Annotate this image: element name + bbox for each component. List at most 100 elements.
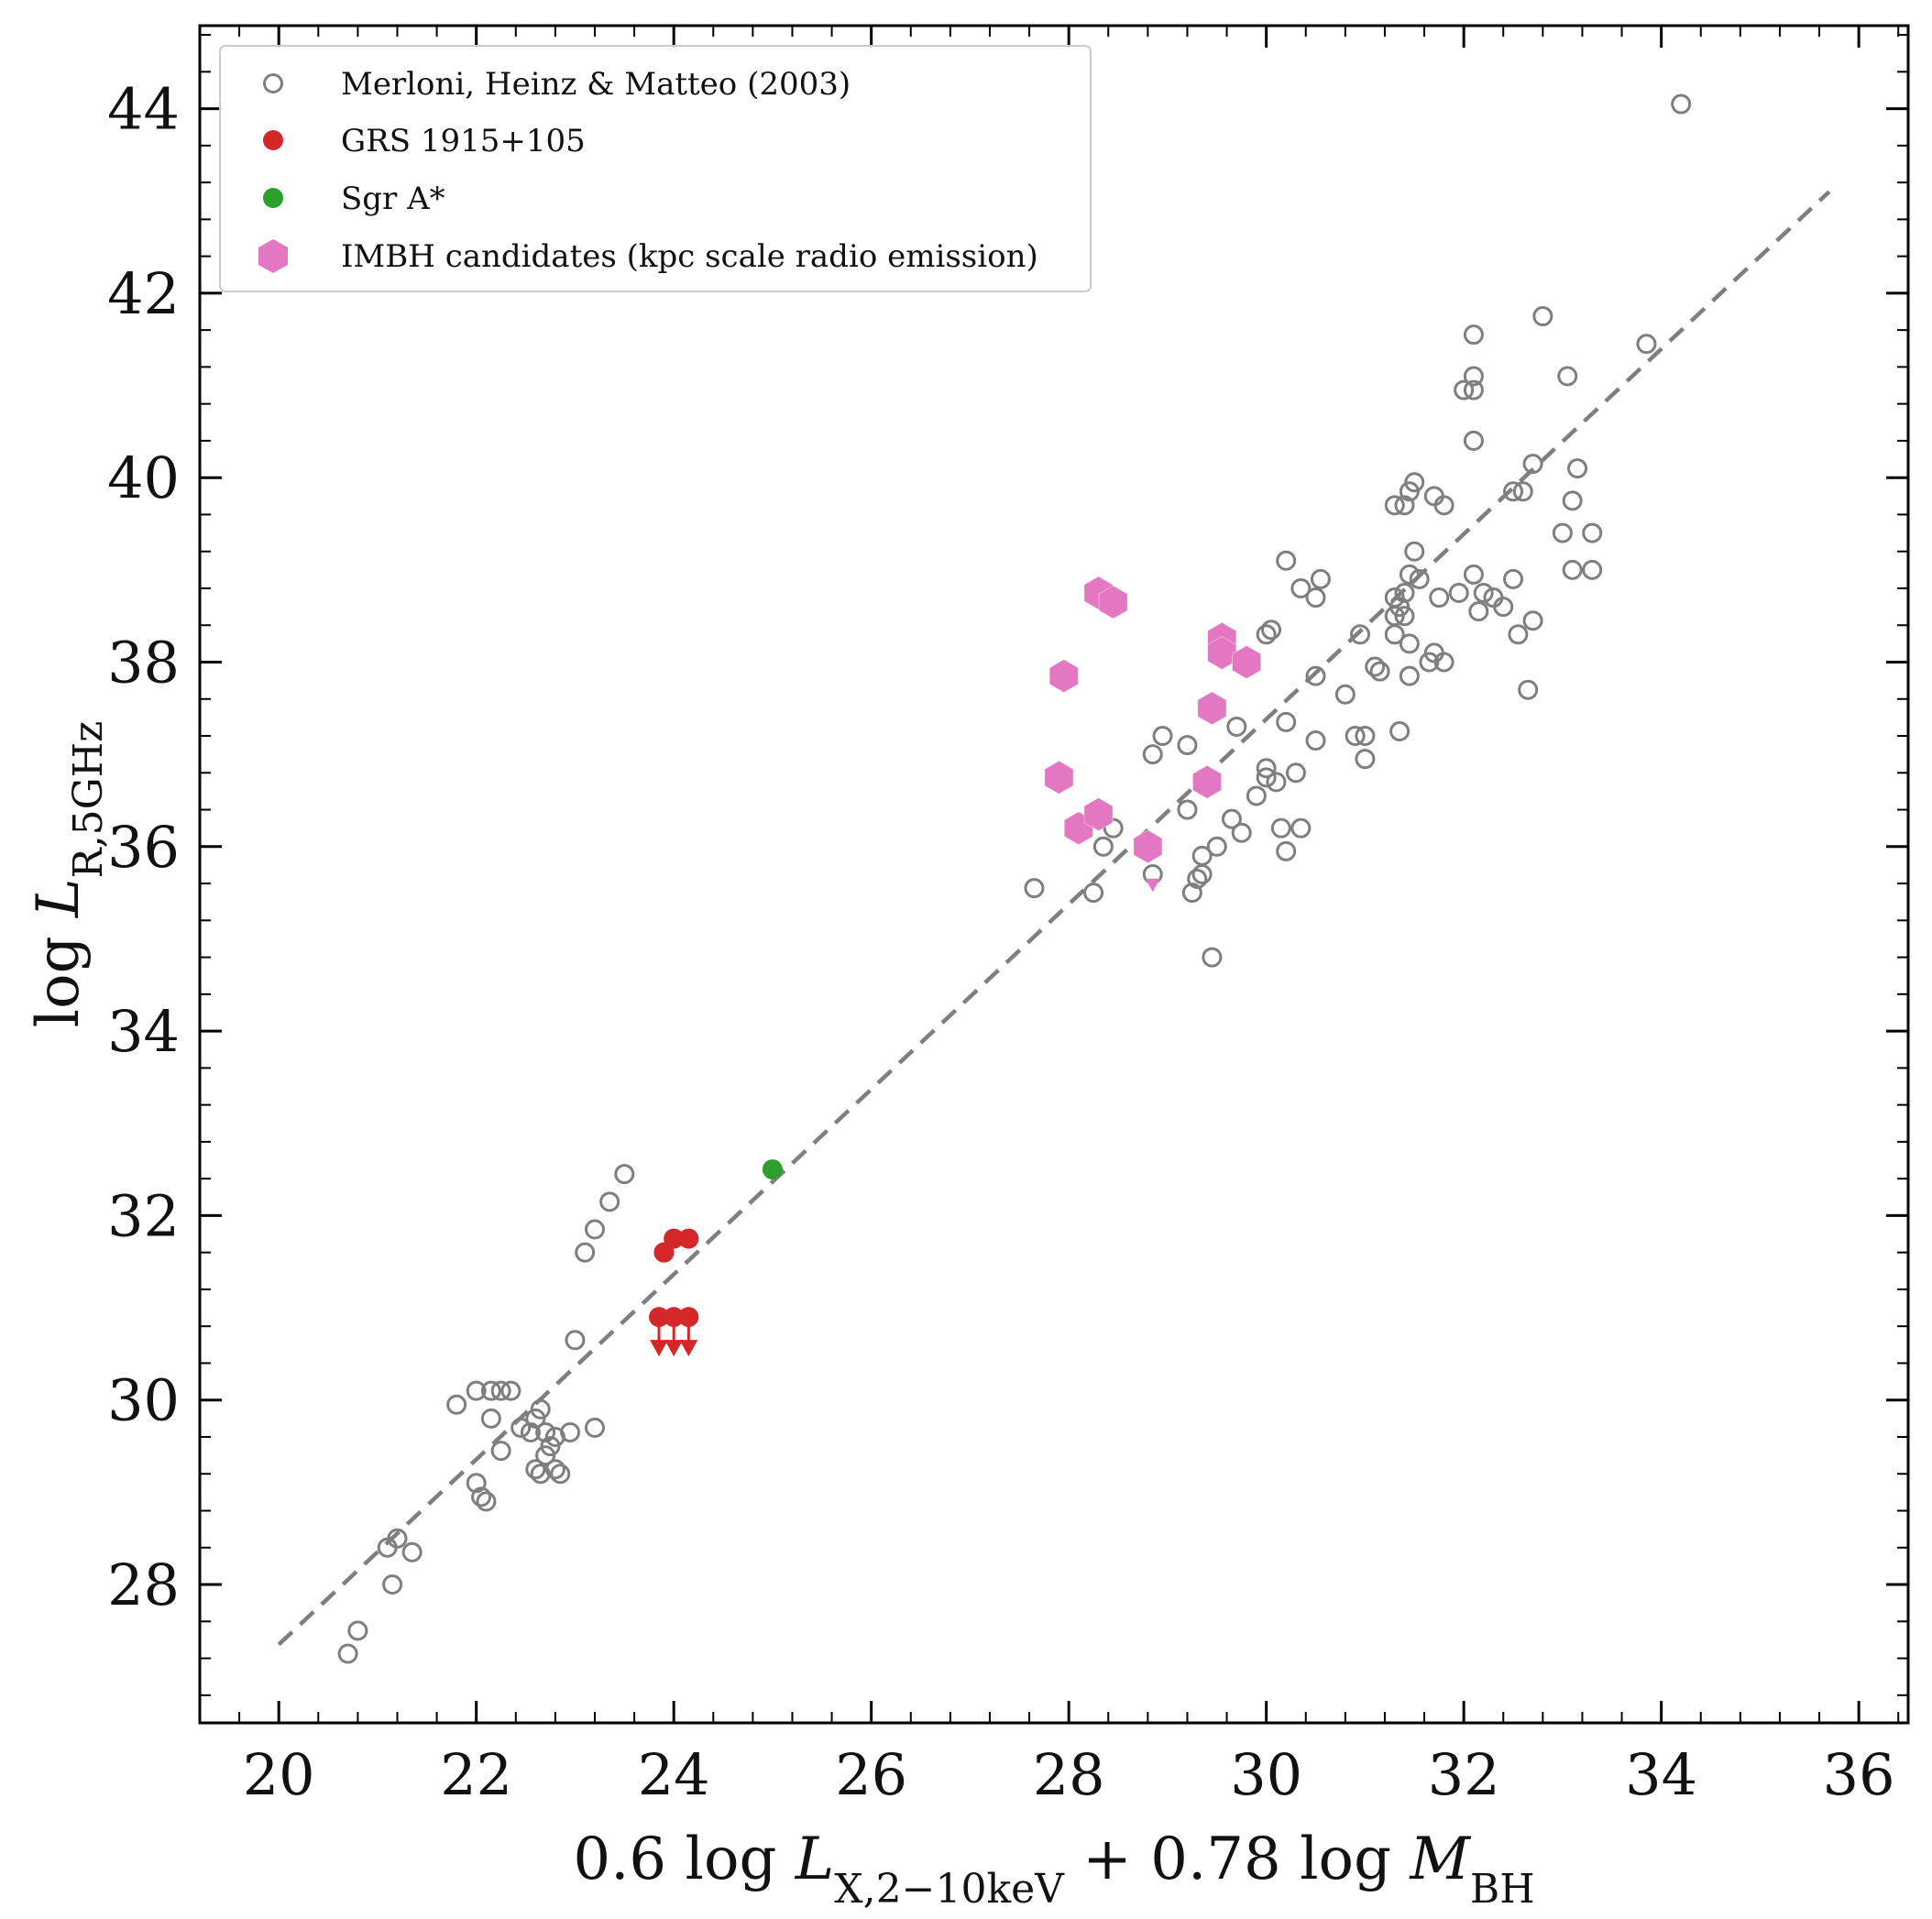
data-point [1508,624,1529,645]
upper-limit-marker [650,1340,669,1357]
x-tick-label: 26 [835,1741,907,1808]
data-point [1191,864,1213,884]
data-point [1290,577,1312,598]
data-point [1389,720,1411,741]
upper-limit-marker [1145,878,1160,893]
x-tick-label: 22 [440,1741,512,1808]
data-point [1384,587,1405,609]
data-point [535,1421,556,1442]
data-point [1246,785,1267,806]
data-point [1181,883,1202,904]
data-point [1463,366,1484,387]
data-point [1044,760,1074,795]
data-point [565,1330,586,1351]
x-tick-label: 28 [1033,1741,1105,1808]
data-point [387,1528,408,1549]
legend-marker-sgra [263,188,283,208]
plot-frame [198,24,1910,1725]
data-point [1285,762,1306,784]
data-point [1518,679,1539,700]
data-point [1103,817,1124,839]
data-point [1305,730,1326,751]
legend-marker-grs [263,130,283,150]
series-2 [762,1159,783,1180]
legend: Merloni, Heinz & Matteo (2003) GRS 1915+… [219,45,1092,292]
data-point [1276,550,1297,571]
data-point [1582,559,1603,580]
y-tick-label: 36 [107,814,180,881]
x-tick-label: 36 [1823,1741,1895,1808]
data-point [1083,883,1104,904]
data-point [1202,947,1223,968]
data-point [1463,564,1484,585]
data-point [1345,726,1366,747]
data-point [1305,587,1326,609]
data-point [1334,684,1356,705]
data-point [1092,836,1114,857]
x-tick-label: 20 [243,1741,315,1808]
data-point [1404,472,1425,493]
y-tick-label: 34 [107,998,180,1065]
data-point [762,1159,783,1180]
data-point [1557,366,1578,387]
data-point [1562,559,1583,580]
upper-limit-marker [664,1340,684,1357]
data-point [1177,735,1198,756]
data-point [401,1541,423,1563]
x-tick-label: 24 [638,1741,710,1808]
upper-limit-point [649,1307,670,1328]
data-point [382,1574,403,1596]
data-points [337,93,1692,1664]
x-tick-label: 32 [1428,1741,1500,1808]
axis-ticks [199,26,1908,1723]
upper-limit-point [664,1307,685,1328]
data-point [1369,661,1390,682]
data-point [1355,749,1376,770]
series-3 [1044,576,1262,893]
data-point [584,1219,605,1240]
data-point [476,1491,497,1512]
data-point [1152,726,1173,747]
data-point [466,1380,487,1401]
data-point [1448,583,1469,604]
data-point [490,1441,511,1462]
data-point [1463,379,1484,400]
data-point [510,1417,532,1438]
data-point [1433,495,1454,516]
y-tick-label: 28 [107,1552,180,1618]
data-point [480,1408,501,1429]
data-point [1365,656,1386,677]
data-point [1503,481,1524,502]
data-point [1207,635,1237,670]
data-point [1191,764,1223,799]
data-point [1256,767,1277,788]
data-point [1256,758,1277,779]
data-point [544,1459,565,1480]
data-point [1503,568,1524,589]
data-point [1098,585,1128,620]
y-tick-label: 30 [107,1367,180,1434]
data-point [1493,597,1514,618]
data-point [466,1473,487,1494]
data-point [664,1228,685,1249]
data-point [520,1421,541,1442]
data-point [347,1620,368,1641]
data-point [500,1380,521,1401]
x-tick-labels: 20 22 24 26 28 30 32 34 36 [243,1741,1895,1808]
legend-label-grs: GRS 1915+105 [341,123,586,159]
data-point [1468,601,1489,622]
data-point [1133,829,1163,864]
data-point [1463,324,1484,345]
data-point [1024,878,1045,899]
upper-limit-point [678,1307,699,1328]
data-point [1231,822,1252,843]
data-point [1463,430,1484,451]
data-point [1636,334,1657,355]
legend-marker-imbh [258,239,288,273]
y-tick-label: 38 [107,630,180,696]
y-tick-label: 44 [107,76,180,143]
data-point [1290,817,1312,839]
data-point [1305,665,1326,686]
data-point [1276,840,1297,861]
